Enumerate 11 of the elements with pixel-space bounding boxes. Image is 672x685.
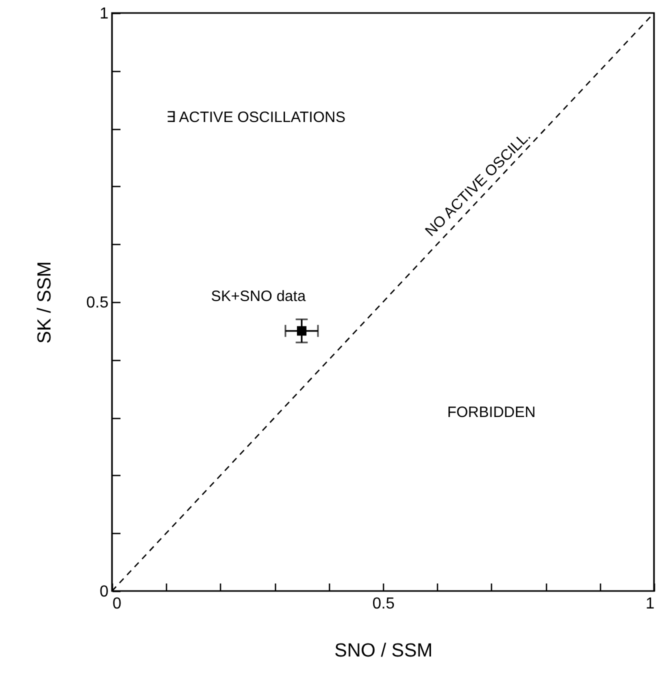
y-tick-label: 0 [100, 584, 109, 600]
y-tick-label: 0.5 [86, 294, 109, 312]
annotation: ∃ ACTIVE OSCILLATIONS [166, 109, 346, 126]
x-tick-label: 1 [646, 596, 655, 612]
x-tick-label: 0 [112, 596, 122, 612]
y-tick-label: 1 [100, 6, 109, 22]
annotation: FORBIDDEN [447, 404, 536, 421]
x-axis-title: SNO / SSM [334, 640, 433, 662]
x-tick-label: 0.5 [372, 596, 395, 612]
annotation: SK+SNO data [211, 288, 306, 306]
y-axis-title: SK / SSM [34, 261, 56, 344]
